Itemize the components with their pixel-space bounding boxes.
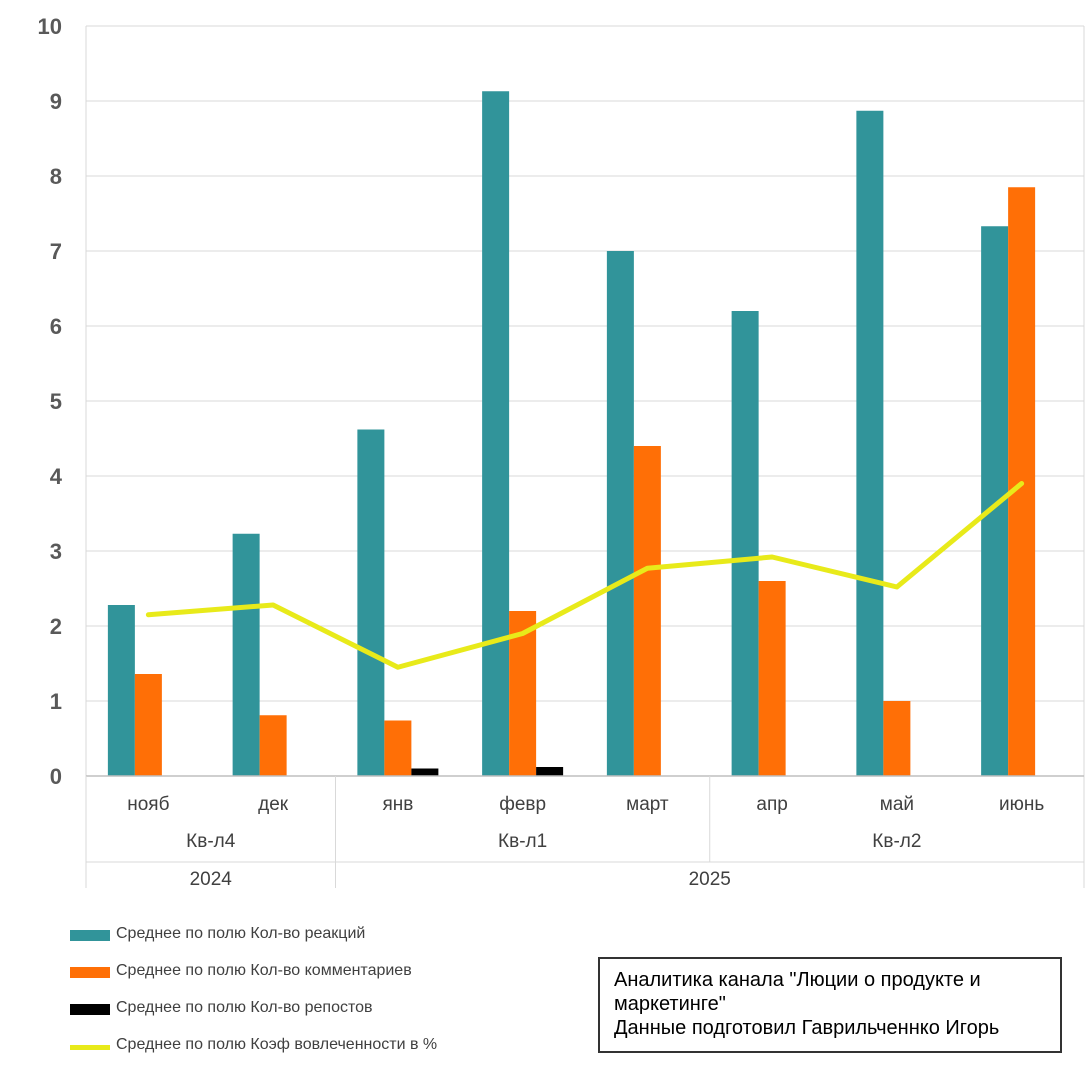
x-quarter-label: Кв-л1 [498, 831, 547, 852]
bar-0-5 [731, 311, 759, 776]
x-category-label: февр [499, 794, 546, 815]
note-line-1: Аналитика канала "Люции о продукте и [614, 969, 981, 991]
legend-swatch-reposts [70, 1004, 110, 1015]
bar-1-4 [633, 446, 661, 776]
x-category-label: янв [382, 794, 413, 815]
y-tick-label: 4 [50, 464, 63, 489]
bar-0-3 [482, 91, 510, 776]
legend-swatch-reactions [70, 930, 110, 941]
x-category-label: апр [756, 794, 787, 815]
series-line-3 [145, 481, 1025, 670]
y-tick-label: 10 [38, 14, 62, 39]
y-tick-label: 3 [50, 539, 62, 564]
x-category-label: нояб [127, 794, 169, 815]
x-quarter-label: Кв-л2 [872, 831, 921, 852]
legend-label-engagement: Среднее по полю Коэф вовлеченности в % [116, 1036, 438, 1053]
bar-1-2 [384, 720, 412, 776]
bar-1-0 [134, 674, 162, 776]
y-tick-label: 1 [50, 689, 62, 714]
legend-label-reactions: Среднее по полю Кол-во реакций [116, 925, 366, 942]
x-category-label: май [880, 794, 914, 815]
legend-swatch-comments [70, 967, 110, 978]
note-line-2: маркетинге" [614, 993, 726, 1015]
y-tick-label: 5 [50, 389, 62, 414]
x-category-label: март [626, 794, 669, 815]
y-tick-label: 0 [50, 764, 62, 789]
y-tick-label: 6 [50, 314, 62, 339]
y-tick-label: 2 [50, 614, 62, 639]
note-box: Аналитика канала "Люции о продукте и мар… [598, 957, 1062, 1053]
bar-2-2 [411, 768, 439, 776]
bar-1-1 [259, 715, 287, 776]
bar-0-0 [107, 605, 135, 776]
bar-1-6 [883, 701, 911, 776]
bar-0-1 [232, 533, 260, 776]
y-tick-label: 8 [50, 164, 62, 189]
bar-0-2 [357, 429, 385, 776]
legend-swatch-engagement [70, 1045, 110, 1050]
x-category-label: дек [258, 794, 289, 815]
bar-2-3 [536, 767, 564, 776]
x-category-label: июнь [999, 794, 1044, 815]
bar-0-6 [856, 110, 884, 776]
legend-label-reposts: Среднее по полю Кол-во репостов [116, 999, 373, 1016]
y-tick-label: 9 [50, 89, 62, 114]
y-tick-label: 7 [50, 239, 62, 264]
note-line-3: Данные подготовил Гаврильченнко Игорь [614, 1017, 1000, 1039]
bar-1-5 [758, 581, 786, 776]
x-year-label: 2024 [190, 869, 233, 890]
bar-0-4 [606, 251, 634, 776]
legend-label-comments: Среднее по полю Кол-во комментариев [116, 962, 412, 979]
x-quarter-label: Кв-л4 [186, 831, 236, 852]
x-year-label: 2025 [689, 869, 731, 890]
